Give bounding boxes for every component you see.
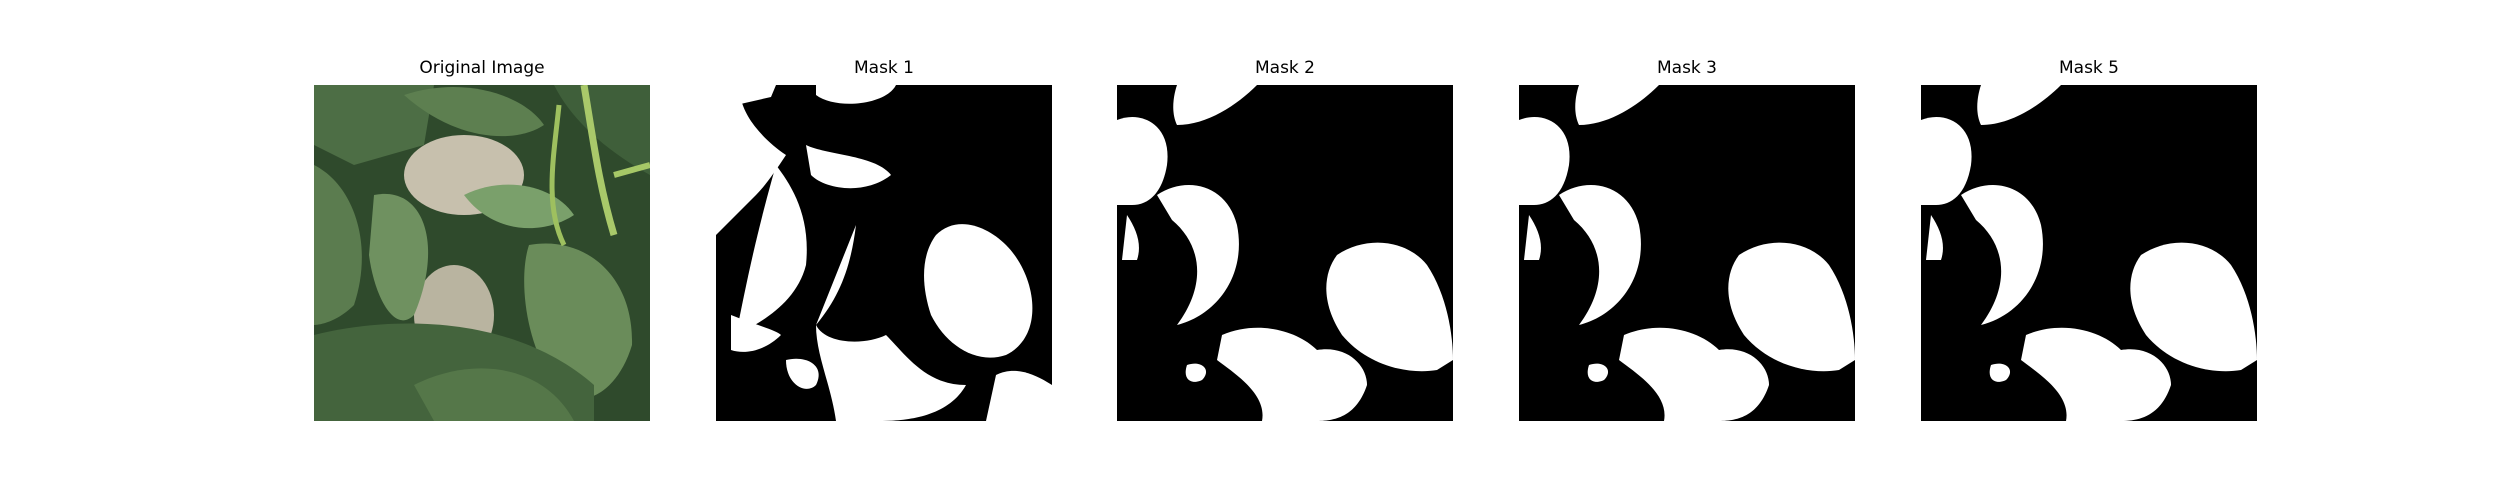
panel-title: Original Image <box>419 58 545 78</box>
panel-title: Mask 3 <box>1656 58 1717 78</box>
original-image <box>314 85 650 421</box>
panel-title: Mask 1 <box>853 58 914 78</box>
mask-3 <box>1519 85 1855 421</box>
mask-5 <box>1921 85 2257 421</box>
mask-1 <box>716 85 1052 421</box>
panel-title: Mask 2 <box>1254 58 1315 78</box>
mask-2 <box>1117 85 1453 421</box>
panel-title: Mask 5 <box>2058 58 2119 78</box>
